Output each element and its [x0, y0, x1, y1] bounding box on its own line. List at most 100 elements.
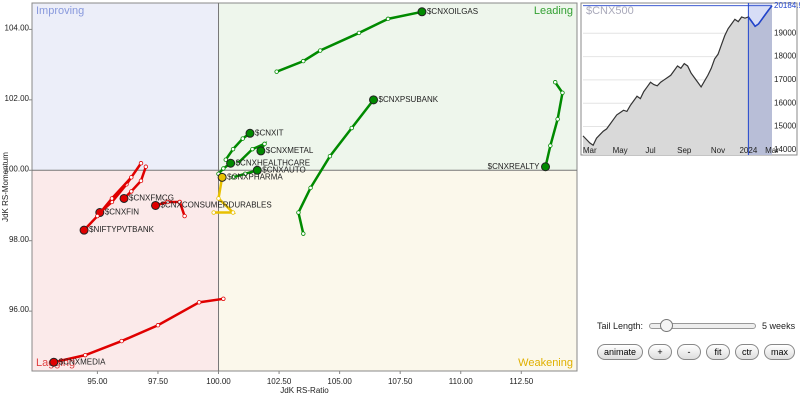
tail-point: [560, 90, 565, 95]
point-label: $CNXAUTO: [262, 165, 305, 174]
tail-point: [242, 171, 248, 176]
head-point: [217, 172, 227, 182]
x-tick-label: 105.00: [327, 377, 352, 386]
inset-line: [582, 5, 773, 147]
tail-point: [262, 141, 267, 147]
head-point: [541, 162, 551, 172]
x-tick-label: 95.00: [87, 377, 108, 386]
inset-y-tick-label: 19000: [774, 28, 797, 37]
tail-point: [182, 213, 187, 219]
tail-line: [123, 166, 148, 200]
x-axis-label: JdK RS-Ratio: [280, 386, 329, 395]
x-tick-label: 97.50: [148, 377, 169, 386]
quadrant-leading: [218, 3, 577, 171]
control-button[interactable]: ctr: [735, 344, 760, 360]
tail-point: [555, 117, 560, 122]
tail-point: [221, 296, 226, 302]
inset-x-tick-label: Jul: [645, 146, 655, 155]
quadrant-improving: [32, 3, 219, 171]
inset-y-tick-label: 15000: [774, 122, 797, 131]
point-label: $CNXOILGAS: [427, 7, 478, 16]
inset-x-tick-label: Mar: [765, 146, 779, 155]
tail-point: [230, 175, 236, 180]
tail-line: [155, 200, 186, 217]
tail-line: [297, 99, 375, 234]
inset-y-tick-label: 18000: [774, 52, 797, 61]
tail-point: [155, 323, 161, 328]
tail-point: [221, 166, 226, 171]
point-label: $CNXREALTY: [488, 162, 541, 171]
head-point: [226, 158, 236, 168]
control-button[interactable]: -: [677, 344, 702, 360]
inset-x-tick-label: May: [613, 146, 628, 155]
tail-point: [138, 161, 144, 166]
point-label: $CNXPSUBANK: [379, 95, 439, 104]
tail-point: [301, 231, 306, 236]
point-label: $CNXCONSUMERDURABLES: [161, 201, 272, 210]
inset-title: $CNX500: [586, 5, 634, 17]
slider-knob[interactable]: [660, 319, 674, 332]
tail-point: [223, 157, 228, 162]
point-label: $CNXPHARMA: [227, 172, 283, 181]
tail-point: [119, 338, 124, 344]
control-button[interactable]: max: [764, 344, 796, 360]
quadrant-label: Weakening: [518, 357, 573, 369]
tail-point: [318, 48, 323, 53]
tail-point: [356, 30, 362, 36]
inset-last-value: 20184.9: [774, 1, 800, 10]
head-point: [417, 7, 427, 17]
inset-y-tick-label: 17000: [774, 75, 797, 84]
quadrant-weakening: [218, 170, 577, 371]
y-tick-label: 102.00: [5, 94, 30, 103]
controls: Tail Length: 5 weeks animate + - fit ctr max: [597, 318, 797, 360]
y-axis-label: JdK RS-Momentum: [1, 152, 10, 222]
x-tick-label: 102.50: [267, 377, 292, 386]
quadrant-lagging: [32, 170, 219, 371]
tail-point: [138, 178, 144, 184]
control-button[interactable]: +: [648, 344, 673, 360]
plot-frame: [31, 2, 578, 372]
inset-x-tick-label: Sep: [677, 146, 692, 155]
head-point: [369, 95, 379, 105]
tail-point: [274, 69, 279, 74]
tail-point: [250, 146, 255, 152]
inset-y-tick-label: 16000: [774, 98, 797, 107]
inset-y-tick-label: 14000: [774, 145, 797, 154]
point-label: $CNXFIN: [105, 208, 139, 217]
quadrant-label: Improving: [36, 5, 84, 17]
control-button[interactable]: fit: [706, 344, 731, 360]
tail-length-label: Tail Length:: [597, 321, 644, 331]
quadrant-label: Leading: [534, 5, 573, 17]
point-label: $CNXMEDIA: [59, 357, 106, 366]
tail-line: [53, 297, 224, 364]
tail-point: [211, 210, 216, 215]
inset-x-tick-label: 2024: [739, 146, 757, 155]
tail-line: [276, 10, 423, 73]
control-button[interactable]: animate: [597, 344, 644, 360]
tail-slider[interactable]: [649, 319, 757, 332]
x-tick-label: 100.00: [206, 377, 231, 386]
tail-point: [230, 210, 236, 215]
tail-point: [235, 161, 241, 166]
tail-point: [216, 196, 221, 201]
tail-point: [95, 213, 100, 219]
tail-point: [240, 136, 245, 141]
head-point: [151, 200, 161, 210]
tail-line: [213, 177, 237, 214]
tail-point: [129, 189, 134, 194]
tail-length-value: 5 weeks: [762, 321, 796, 331]
tail-point: [553, 80, 558, 85]
tail-row: Tail Length: 5 weeks: [597, 318, 797, 334]
head-point: [252, 165, 262, 175]
tail-point: [165, 199, 170, 205]
x-tick-label: 112.50: [509, 377, 533, 386]
inset-line-highlight: [747, 5, 773, 28]
y-tick-label: 100.00: [5, 164, 30, 173]
tail-point: [349, 125, 354, 131]
inset-area: [583, 5, 772, 155]
point-label: $CNXFMCG: [129, 194, 174, 203]
tail-point: [109, 196, 115, 201]
tail-point: [327, 153, 333, 159]
head-point: [256, 146, 266, 156]
